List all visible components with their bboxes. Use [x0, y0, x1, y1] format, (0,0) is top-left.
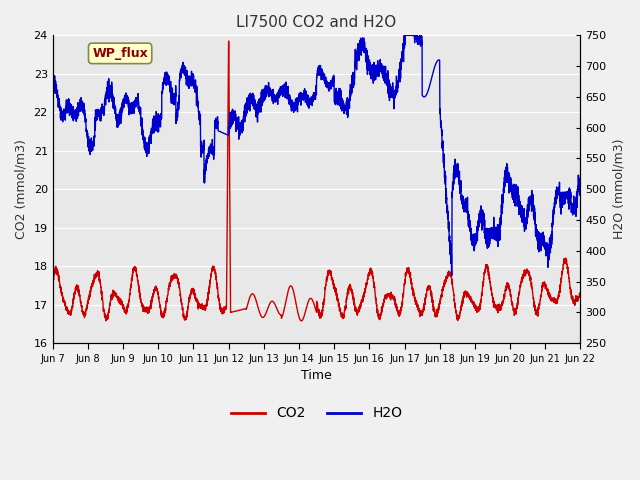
- Y-axis label: H2O (mmol/m3): H2O (mmol/m3): [612, 139, 625, 240]
- X-axis label: Time: Time: [301, 369, 332, 382]
- Y-axis label: CO2 (mmol/m3): CO2 (mmol/m3): [15, 139, 28, 239]
- Text: WP_flux: WP_flux: [92, 47, 148, 60]
- Title: LI7500 CO2 and H2O: LI7500 CO2 and H2O: [236, 15, 397, 30]
- Legend: CO2, H2O: CO2, H2O: [225, 401, 408, 426]
